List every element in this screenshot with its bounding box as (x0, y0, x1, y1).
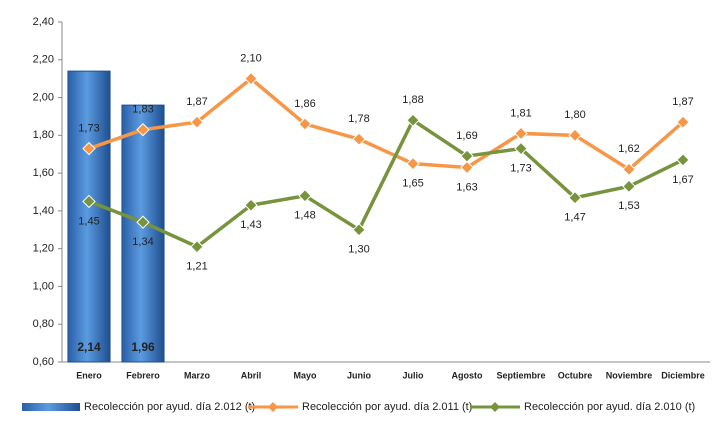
data-label: 1,81 (510, 107, 531, 119)
legend-label: Recolección por ayud. día 2.012 (t) (84, 401, 255, 413)
x-tick-label: Noviembre (606, 370, 653, 380)
y-tick-label: 1,80 (33, 129, 54, 141)
data-label: 1,47 (564, 212, 585, 224)
marker (406, 156, 420, 171)
data-label: 1,34 (132, 236, 153, 248)
data-label: 1,53 (618, 200, 639, 212)
data-label: 1,73 (78, 122, 99, 134)
marker (190, 240, 204, 254)
data-label: 1,87 (672, 96, 693, 108)
marker (298, 117, 312, 131)
data-label: 1,73 (510, 162, 531, 174)
data-label: 1,80 (564, 109, 585, 121)
data-label: 1,43 (240, 219, 261, 231)
marker (514, 141, 528, 156)
x-tick-label: Diciembre (661, 370, 705, 380)
marker (244, 71, 258, 86)
y-tick-label: 0,60 (33, 356, 54, 368)
y-tick-label: 0,80 (33, 318, 54, 330)
bar (67, 70, 111, 363)
marker (136, 122, 150, 137)
data-label: 2,14 (77, 340, 101, 354)
marker (676, 153, 690, 167)
legend-label: Recolección por ayud. día 2.011 (t) (302, 401, 472, 413)
marker (568, 128, 582, 143)
x-tick-label: Mayo (293, 370, 317, 380)
x-tick-label: Septiembre (496, 370, 545, 380)
marker (136, 215, 150, 229)
data-label: 1,78 (348, 113, 369, 125)
data-label: 1,48 (294, 210, 315, 222)
marker (460, 149, 474, 163)
y-tick-label: 1,20 (33, 243, 54, 255)
marker (244, 198, 258, 212)
line (88, 117, 684, 249)
data-label: 1,21 (186, 261, 207, 273)
marker (622, 179, 636, 194)
marker (406, 113, 420, 127)
marker (82, 141, 96, 156)
x-tick-label: Julio (402, 370, 424, 380)
x-tick-label: Enero (76, 370, 102, 380)
y-tick-label: 1,00 (33, 280, 54, 292)
marker (514, 126, 528, 141)
x-tick-label: Octubre (558, 370, 593, 380)
data-label: 1,67 (672, 174, 693, 186)
data-label: 1,69 (456, 130, 477, 142)
data-label: 1,96 (131, 340, 155, 354)
marker (622, 162, 636, 177)
y-tick-label: 1,60 (33, 167, 54, 179)
marker (676, 115, 690, 129)
y-tick-label: 2,40 (33, 16, 54, 28)
y-tick-label: 2,00 (33, 91, 54, 103)
data-label: 1,63 (456, 181, 477, 193)
x-tick-label: Marzo (184, 370, 211, 380)
data-label: 2,10 (240, 53, 261, 65)
legend-label: Recolección por ayud. día 2.010 (t) (524, 401, 695, 413)
legend-swatch (22, 403, 80, 411)
data-label: 1,87 (186, 96, 207, 108)
x-tick-label: Febrero (126, 370, 160, 380)
y-tick-label: 2,20 (33, 54, 54, 66)
marker (190, 115, 204, 129)
marker (460, 160, 474, 175)
data-label: 1,62 (618, 143, 639, 155)
legend-marker (490, 402, 500, 412)
data-label: 1,45 (78, 215, 99, 227)
marker (298, 189, 312, 203)
data-label: 1,83 (132, 104, 153, 116)
marker (82, 194, 96, 209)
x-tick-label: Agosto (452, 370, 483, 380)
data-label: 1,65 (402, 178, 423, 190)
bar (121, 104, 165, 363)
y-tick-label: 1,40 (33, 205, 54, 217)
data-label: 1,88 (402, 94, 423, 106)
data-label: 1,30 (348, 244, 369, 256)
data-label: 1,86 (294, 98, 315, 110)
marker (352, 132, 366, 146)
legend-marker (268, 402, 278, 412)
x-tick-label: Junio (347, 370, 372, 380)
marker (352, 223, 366, 237)
x-tick-label: Abril (241, 370, 262, 380)
line (88, 76, 685, 172)
marker (568, 190, 582, 205)
